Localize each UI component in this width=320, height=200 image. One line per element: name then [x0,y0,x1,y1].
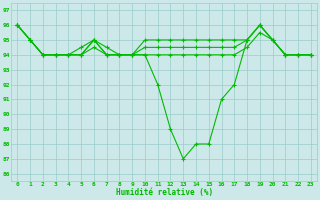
X-axis label: Humidité relative (%): Humidité relative (%) [116,188,213,197]
